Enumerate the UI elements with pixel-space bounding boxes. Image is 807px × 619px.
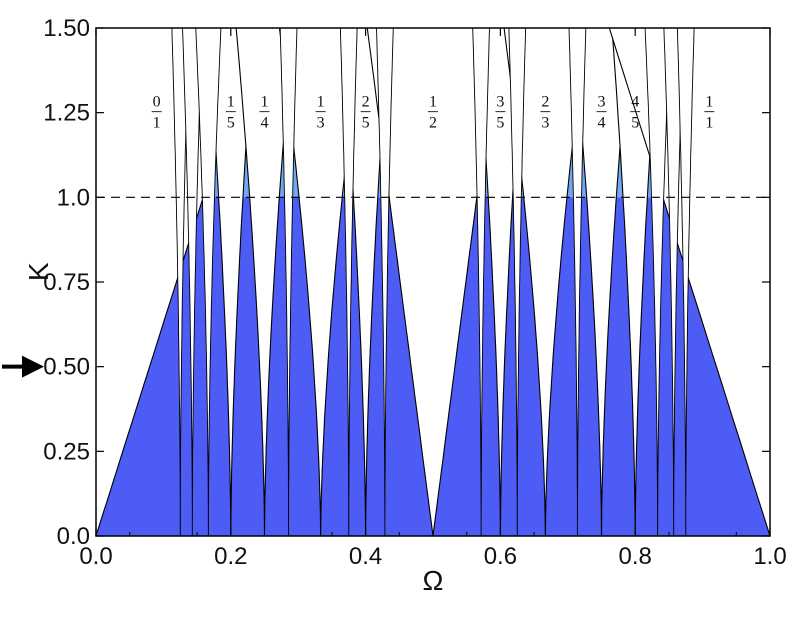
x-tick-label: 0.2 xyxy=(214,543,247,570)
minor-tongue-5 xyxy=(376,28,394,536)
tongue-label-numerator: 1 xyxy=(429,94,437,111)
minor-tongue-2 xyxy=(195,28,222,536)
x-tick-label: 0.8 xyxy=(619,543,652,570)
tongue-label-numerator: 1 xyxy=(227,94,235,111)
minor-tongue-11 xyxy=(676,28,695,536)
highlight-arrow-head xyxy=(22,355,44,378)
tongue-label-denominator: 5 xyxy=(362,115,370,132)
tongue-label-denominator: 5 xyxy=(631,115,639,132)
tongue-2-3 xyxy=(503,28,588,536)
tongue-label-denominator: 4 xyxy=(261,115,269,132)
tongue-label-numerator: 2 xyxy=(362,94,370,111)
tongue-label-numerator: 4 xyxy=(631,94,639,111)
minor-tongue-3 xyxy=(279,28,298,536)
x-tick-label: 0.0 xyxy=(79,543,112,570)
tongue-label-numerator: 1 xyxy=(261,94,269,111)
tongue-4-5 xyxy=(611,28,659,536)
x-tick-label: 1.0 xyxy=(753,543,786,570)
tongue-1-5 xyxy=(207,28,255,536)
minor-tongue-8 xyxy=(568,28,587,536)
tongue-label-numerator: 2 xyxy=(541,94,549,111)
y-tick-label: 0.75 xyxy=(43,269,90,296)
tongue-1-2 xyxy=(366,28,500,536)
tongue-label-numerator: 0 xyxy=(153,94,161,111)
tongue-1-4 xyxy=(235,28,294,536)
tongue-label-numerator: 1 xyxy=(705,94,713,111)
minor-tongue-1 xyxy=(182,28,203,536)
y-tick-label: 1.25 xyxy=(43,100,90,127)
x-tick-label: 0.4 xyxy=(349,543,382,570)
x-tick-label: 0.6 xyxy=(484,543,517,570)
y-tick-label: 0.25 xyxy=(43,438,90,465)
y-axis-title: K xyxy=(23,262,54,281)
tongue-label-denominator: 3 xyxy=(541,115,549,132)
y-tick-label: 1.50 xyxy=(43,15,90,42)
tongue-labels: 0 1 1 5 1 4 1 3 2 5 1 2 3 5 2 3 3 4 4 5 1 1 xyxy=(151,94,715,132)
axes: 0.0 0.2 0.4 0.6 0.8 1.0 0.0 0.25 0.50 0.75 1.0 1.25… xyxy=(2,15,787,596)
minor-tongue-7 xyxy=(508,28,527,536)
tongue-label-denominator: 1 xyxy=(705,115,713,132)
tongue-label-denominator: 5 xyxy=(227,115,235,132)
tongue-label-denominator: 2 xyxy=(429,115,437,132)
y-tick-label: 1.0 xyxy=(57,184,90,211)
tongue-1-1 xyxy=(608,28,770,536)
x-axis-title: Ω xyxy=(423,565,444,596)
minor-tongue-9 xyxy=(644,28,671,536)
plot-area xyxy=(96,28,770,536)
tongue-label-denominator: 5 xyxy=(496,115,504,132)
tongue-3-4 xyxy=(572,28,631,536)
tongue-1-3 xyxy=(278,28,363,536)
minor-tongue-10 xyxy=(663,28,684,536)
tongue-label-numerator: 3 xyxy=(496,94,504,111)
minor-tongue-0 xyxy=(171,28,190,536)
tongue-label-denominator: 4 xyxy=(598,115,606,132)
tongue-label-numerator: 3 xyxy=(598,94,606,111)
tongue-label-numerator: 1 xyxy=(317,94,325,111)
tongue-label-denominator: 3 xyxy=(317,115,325,132)
minor-tongue-4 xyxy=(339,28,358,536)
tongue-label-denominator: 1 xyxy=(153,115,161,132)
minor-tongue-6 xyxy=(472,28,490,536)
y-tick-label: 0.0 xyxy=(57,523,90,550)
y-tick-label: 0.50 xyxy=(43,354,90,381)
